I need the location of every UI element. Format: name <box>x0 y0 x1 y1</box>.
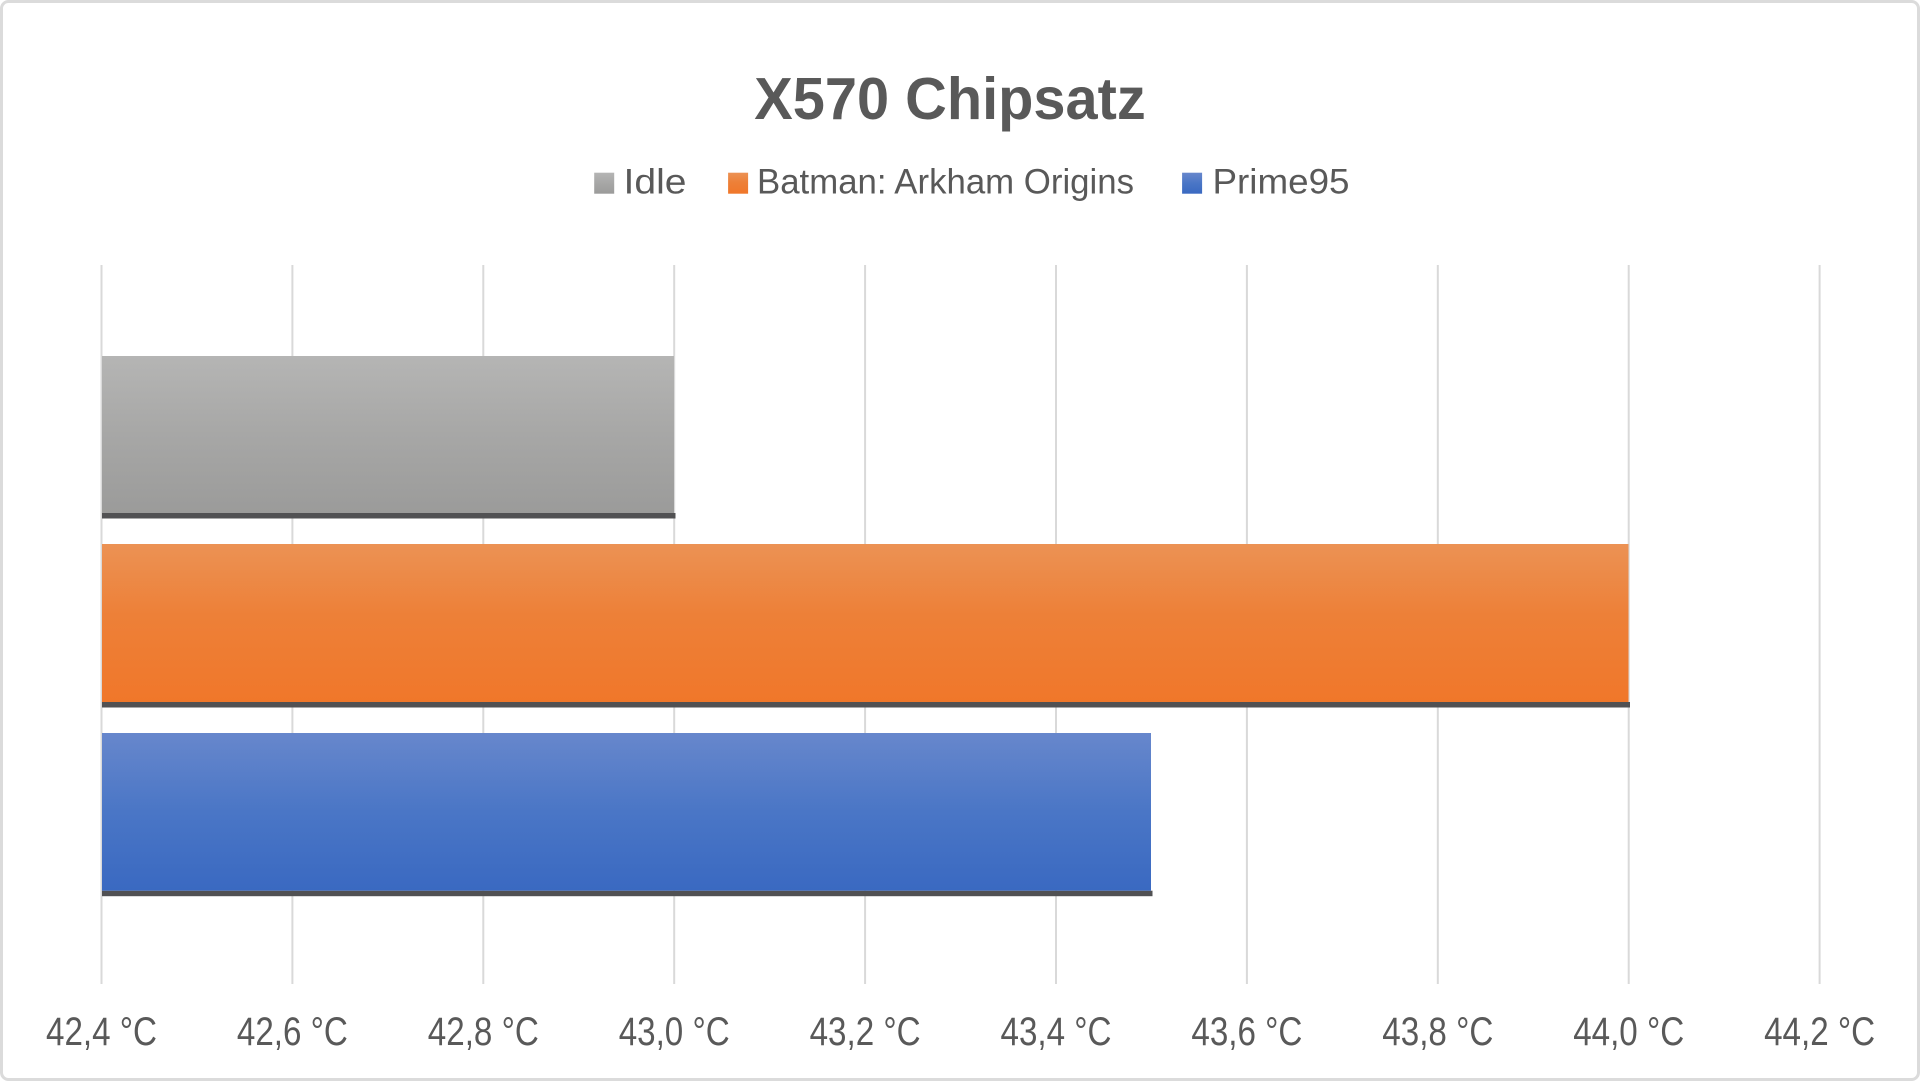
svg-text:44,2 °C: 44,2 °C <box>1764 1009 1875 1054</box>
svg-text:Prime95: Prime95 <box>1213 162 1350 202</box>
svg-text:44,0 °C: 44,0 °C <box>1573 1009 1684 1054</box>
svg-text:43,8 °C: 43,8 °C <box>1382 1009 1493 1054</box>
svg-text:Idle: Idle <box>624 162 687 202</box>
svg-text:43,4 °C: 43,4 °C <box>1001 1009 1112 1054</box>
svg-text:42,8 °C: 42,8 °C <box>428 1009 539 1054</box>
svg-text:X570 Chipsatz: X570 Chipsatz <box>754 65 1146 132</box>
svg-text:43,6 °C: 43,6 °C <box>1191 1009 1302 1054</box>
svg-text:Batman: Arkham Origins: Batman: Arkham Origins <box>757 162 1134 202</box>
svg-text:42,6 °C: 42,6 °C <box>237 1009 348 1054</box>
svg-text:43,0 °C: 43,0 °C <box>619 1009 730 1054</box>
svg-text:42,4 °C: 42,4 °C <box>46 1009 157 1054</box>
svg-text:43,2 °C: 43,2 °C <box>810 1009 921 1054</box>
